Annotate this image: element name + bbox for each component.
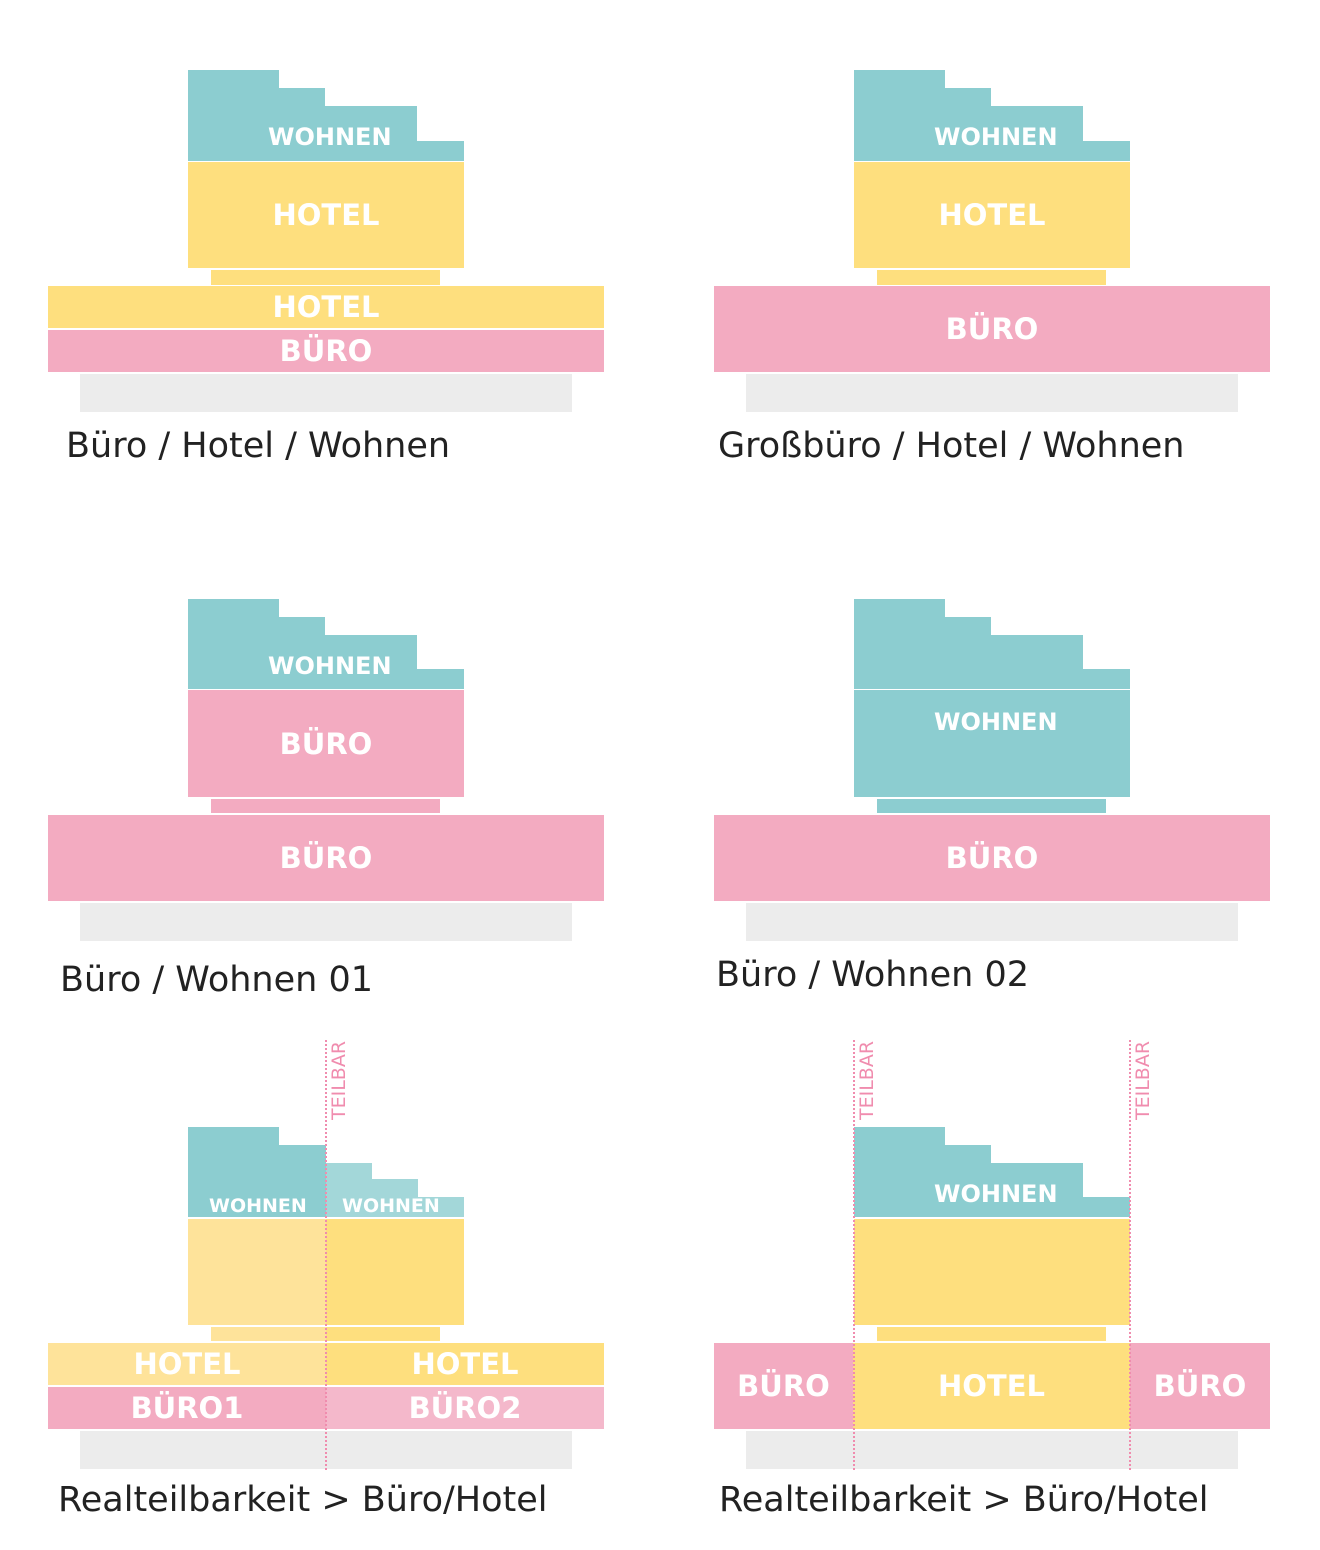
ground-base — [80, 374, 572, 412]
caption: Großbüro / Hotel / Wohnen — [718, 426, 1185, 466]
hotel-band-left: HOTEL — [48, 1343, 326, 1385]
wohnen-right-label: WOHNEN — [342, 1195, 440, 1217]
hotel-band: HOTEL — [48, 286, 604, 328]
caption: Realteilbarkeit > Büro/Hotel — [58, 1480, 548, 1520]
hotel-block-upper-right — [326, 1219, 464, 1325]
teilbar-divider-line-right — [1129, 1040, 1131, 1470]
hotel-block-upper — [854, 1219, 1130, 1325]
wohnen-label: WOHNEN — [268, 652, 392, 680]
caption: Büro / Hotel / Wohnen — [66, 426, 451, 466]
teilbar-label-right: TEILBAR — [1132, 1040, 1154, 1120]
hotel-band-right: HOTEL — [326, 1343, 604, 1385]
wohnen-label: WOHNEN — [934, 123, 1058, 151]
teilbar-divider-line — [325, 1040, 327, 1470]
hotel-podium-strip — [211, 270, 440, 285]
hotel-podium-strip — [877, 1327, 1106, 1341]
hotel-center-block: HOTEL — [853, 1343, 1130, 1429]
hotel-block-upper-left — [188, 1219, 326, 1325]
hotel-podium-strip-left — [211, 1327, 326, 1341]
wohnen-tower-shape — [188, 70, 464, 161]
wohnen-tower-shape — [188, 599, 464, 689]
caption: Realteilbarkeit > Büro/Hotel — [719, 1480, 1209, 1520]
wohnen-tower-right-shape — [326, 1163, 464, 1217]
ground-base — [746, 1431, 1238, 1469]
buro-base: BÜRO — [714, 815, 1270, 901]
teilbar-label-left: TEILBAR — [856, 1040, 878, 1120]
wohnen-tower-shape — [854, 599, 1130, 689]
wohnen-label: WOHNEN — [268, 123, 392, 151]
buro-podium-strip — [211, 799, 440, 813]
buro-block-upper: BÜRO — [188, 690, 464, 797]
buro2-band: BÜRO2 — [326, 1387, 604, 1429]
buro-right-block: BÜRO — [1130, 1343, 1270, 1429]
wohnen-block-upper — [854, 690, 1130, 797]
buro1-band: BÜRO1 — [48, 1387, 326, 1429]
buro-left-block: BÜRO — [714, 1343, 853, 1429]
ground-base — [80, 903, 572, 941]
wohnen-tower-shape — [854, 1127, 1130, 1217]
wohnen-label: WOHNEN — [934, 1180, 1058, 1208]
wohnen-left-label: WOHNEN — [209, 1195, 307, 1217]
teilbar-label: TEILBAR — [328, 1040, 350, 1120]
wohnen-label: WOHNEN — [934, 708, 1058, 736]
buro-base: BÜRO — [48, 815, 604, 901]
caption: Büro / Wohnen 01 — [60, 960, 373, 1000]
wohnen-podium-strip — [877, 799, 1106, 813]
wohnen-tower-shape — [854, 70, 1130, 161]
hotel-podium-strip-right — [326, 1327, 440, 1341]
hotel-podium-strip — [877, 270, 1106, 285]
hotel-block-upper: HOTEL — [854, 162, 1130, 268]
teilbar-divider-line-left — [853, 1040, 855, 1470]
buro-band: BÜRO — [48, 330, 604, 372]
wohnen-tower-left-shape — [188, 1127, 326, 1217]
hotel-block-upper: HOTEL — [188, 162, 464, 268]
buro-base: BÜRO — [714, 286, 1270, 372]
ground-base — [746, 374, 1238, 412]
ground-base — [746, 903, 1238, 941]
caption: Büro / Wohnen 02 — [716, 955, 1029, 995]
